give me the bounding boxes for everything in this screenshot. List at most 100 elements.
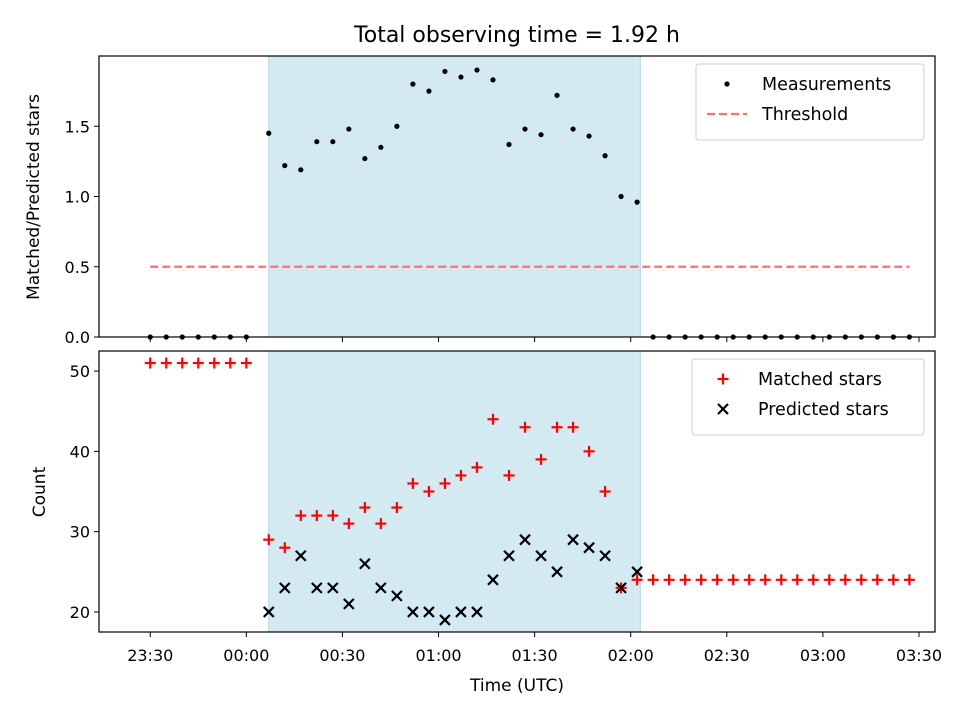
bottom-predicted-stars-point: [327, 582, 339, 594]
bottom-matched-stars-point: [823, 574, 835, 586]
bottom-matched-stars-point: [279, 542, 291, 554]
bottom-matched-stars-point: [391, 502, 403, 514]
top-measurements-point: [314, 139, 320, 145]
bottom-y-tick-label: 50: [70, 362, 90, 381]
top-measurements-point: [522, 126, 528, 132]
chart-title: Total observing time = 1.92 h: [353, 23, 680, 48]
top-measurements-point: [554, 92, 560, 98]
top-measurements-point: [634, 199, 640, 205]
x-tick-label: 02:00: [608, 646, 654, 665]
bottom-matched-stars-point: [871, 574, 883, 586]
x-tick-label: 03:00: [800, 646, 846, 665]
bottom-matched-stars-point: [471, 461, 483, 473]
top-measurements-point: [282, 162, 288, 169]
bottom-matched-stars-point: [727, 574, 739, 586]
top-measurements-point: [474, 67, 480, 73]
bottom-y-axis-label: Count: [30, 466, 50, 517]
top-observing-window: [268, 55, 641, 338]
bottom-predicted-stars-point: [359, 557, 371, 570]
top-legend-measurements-swatch: [724, 81, 730, 87]
bottom-legend-matched-stars-swatch: [717, 373, 729, 385]
bottom-predicted-stars-point: [551, 566, 563, 578]
bottom-matched-stars-point: [359, 502, 371, 514]
bottom-matched-stars-point: [599, 486, 611, 497]
bottom-predicted-stars-point: [343, 598, 355, 610]
bottom-predicted-stars-point: [375, 582, 387, 594]
bottom-predicted-stars-point: [487, 574, 499, 586]
bottom-matched-stars-point: [759, 574, 771, 586]
top-legend: Measurements Threshold: [695, 63, 925, 141]
bottom-legend-predicted-stars-label: Predicted stars: [758, 400, 889, 420]
bottom-matched-stars-point: [807, 574, 819, 586]
bottom-matched-stars-point: [160, 357, 172, 369]
bottom-predicted-stars-point: [439, 614, 451, 626]
top-measurements-point: [618, 193, 624, 200]
bottom-matched-stars-point: [423, 486, 435, 497]
x-tick-label: 00:00: [223, 646, 269, 665]
bottom-legend-box: [691, 358, 925, 436]
bottom-matched-stars-point: [679, 574, 691, 586]
top-measurements-point: [458, 74, 464, 80]
top-measurements-point: [602, 153, 608, 159]
top-measurements-point: [490, 77, 496, 83]
bottom-matched-stars-point: [567, 421, 579, 433]
bottom-y-tick-label: 20: [70, 603, 90, 622]
bottom-matched-stars-point: [855, 574, 867, 586]
top-y-tick-label: 1.5: [65, 117, 90, 136]
top-measurements-point: [362, 155, 368, 162]
top-measurements-point: [442, 68, 448, 75]
bottom-matched-stars-point: [176, 357, 188, 369]
bottom-matched-stars-point: [503, 469, 515, 481]
bottom-matched-stars-point: [343, 518, 355, 530]
top-measurements-point: [378, 144, 384, 150]
bottom-matched-stars-point: [663, 574, 675, 586]
bottom-matched-stars-point: [887, 574, 899, 586]
bottom-y-tick-label: 40: [70, 442, 90, 461]
bottom-legend-predicted-stars-swatch: [717, 403, 729, 415]
bottom-matched-stars-point: [240, 357, 252, 369]
bottom-legend: Matched stars Predicted stars: [691, 358, 925, 436]
x-tick-label: 00:30: [319, 646, 365, 665]
bottom-matched-stars-point: [311, 510, 323, 522]
bottom-matched-stars-point: [695, 574, 707, 586]
bottom-matched-stars-point: [224, 357, 236, 369]
top-measurements-point: [266, 130, 272, 136]
bottom-predicted-stars-point: [423, 606, 435, 618]
bottom-matched-stars-point: [775, 574, 787, 586]
bottom-predicted-stars-point: [631, 566, 643, 578]
x-tick-label: 01:30: [512, 646, 558, 665]
top-measurements-point: [298, 167, 304, 173]
bottom-predicted-stars-point: [615, 582, 627, 594]
top-legend-box: [695, 63, 925, 141]
bottom-matched-stars-point: [743, 574, 755, 586]
top-y-tick-label: 1.0: [65, 188, 90, 207]
bottom-matched-stars-point: [192, 357, 204, 369]
top-y-axis-label: Matched/Predicted stars: [24, 94, 44, 300]
x-tick-label: 03:30: [896, 646, 942, 665]
x-axis-label: Time (UTC): [469, 676, 564, 696]
top-measurements-point: [570, 126, 576, 132]
bottom-predicted-stars-point: [391, 590, 403, 602]
bottom-matched-stars-point: [407, 477, 419, 489]
top-measurements-point: [538, 132, 544, 138]
bottom-matched-stars-point: [439, 477, 451, 489]
bottom-axes-frame: [98, 350, 936, 633]
top-measurements-point: [410, 81, 416, 87]
top-panel: 0.0 0.5 1.0 1.5 Measurements Threshold: [65, 55, 936, 347]
top-measurements-point: [506, 141, 512, 148]
top-legend-threshold-label: Threshold: [761, 105, 848, 125]
bottom-predicted-stars-point: [583, 541, 595, 554]
top-measurements-point: [426, 88, 432, 94]
bottom-matched-stars-point: [535, 453, 547, 465]
bottom-predicted-stars-point: [278, 582, 291, 594]
bottom-matched-stars-point: [263, 534, 275, 546]
bottom-matched-stars-point: [791, 574, 803, 586]
bottom-predicted-stars-point: [471, 606, 483, 618]
bottom-predicted-stars-point: [567, 533, 579, 546]
bottom-matched-stars-point: [519, 421, 531, 433]
bottom-predicted-stars-point: [295, 549, 307, 562]
bottom-matched-stars-point: [327, 510, 339, 522]
x-tick-label: 23:30: [127, 646, 173, 665]
bottom-matched-stars-point: [455, 469, 467, 481]
